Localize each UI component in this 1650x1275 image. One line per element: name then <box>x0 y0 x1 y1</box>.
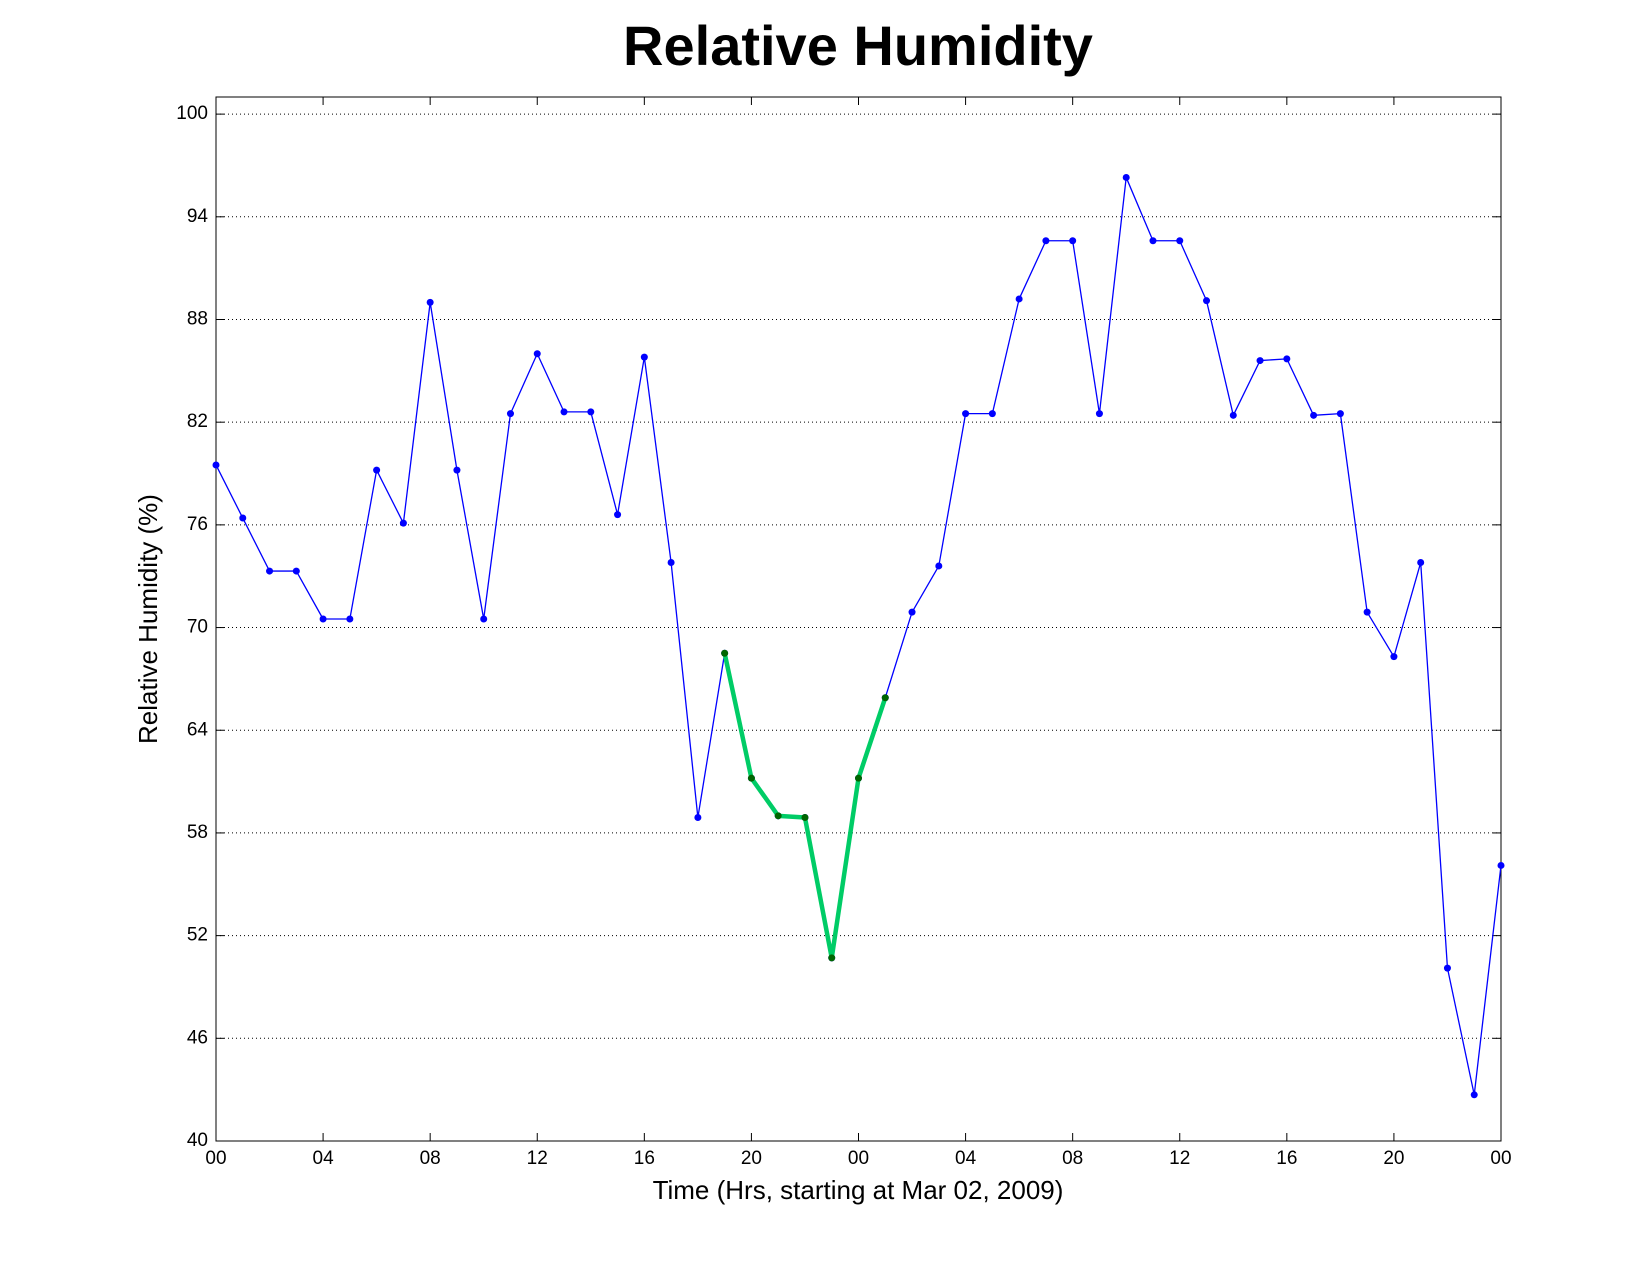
data-point <box>881 694 889 702</box>
data-point <box>560 408 568 416</box>
x-tick-label: 20 <box>741 1148 762 1169</box>
x-tick-label: 04 <box>313 1148 335 1169</box>
y-tick-label: 70 <box>187 617 208 638</box>
data-point <box>1363 608 1371 616</box>
data-point <box>1310 411 1318 419</box>
x-tick-label: 00 <box>1490 1148 1511 1169</box>
data-point <box>935 562 943 570</box>
data-point <box>239 514 247 522</box>
y-tick-label: 40 <box>187 1130 208 1151</box>
data-point <box>1470 1091 1478 1099</box>
data-point <box>266 567 274 575</box>
data-point <box>1443 964 1451 972</box>
data-point <box>1497 861 1505 869</box>
x-tick-label: 12 <box>527 1148 548 1169</box>
data-point <box>1149 237 1157 245</box>
data-point <box>667 559 675 567</box>
plot-frame <box>215 96 1502 1142</box>
data-point <box>1203 297 1211 305</box>
data-point <box>1390 653 1398 661</box>
data-point <box>373 466 381 474</box>
data-point <box>721 649 729 657</box>
data-point <box>480 615 488 623</box>
data-point <box>1015 295 1023 303</box>
data-point <box>747 774 755 782</box>
y-tick-label: 64 <box>187 719 209 740</box>
y-tick-label: 58 <box>187 822 208 843</box>
x-tick-label: 12 <box>1169 1148 1190 1169</box>
y-tick-label: 100 <box>176 103 208 124</box>
data-point <box>319 615 327 623</box>
data-point <box>1229 411 1237 419</box>
x-tick-label: 16 <box>1276 1148 1297 1169</box>
data-point <box>855 774 862 782</box>
data-point <box>1283 355 1291 363</box>
x-tick-label: 00 <box>848 1148 869 1169</box>
data-point <box>1069 237 1077 245</box>
chart-title: Relative Humidity <box>623 14 1093 77</box>
data-point <box>506 410 514 418</box>
data-point <box>1095 410 1103 418</box>
data-point <box>988 410 996 418</box>
data-point <box>908 608 916 616</box>
x-axis-label: Time (Hrs, starting at Mar 02, 2009) <box>653 1175 1064 1205</box>
data-point <box>1256 357 1264 365</box>
data-point <box>453 466 461 474</box>
y-tick-label: 76 <box>187 514 208 535</box>
x-tick-label: 16 <box>634 1148 655 1169</box>
data-point <box>801 814 809 822</box>
data-point <box>962 410 970 418</box>
data-point <box>640 353 648 361</box>
data-point <box>1042 237 1050 245</box>
data-point <box>614 511 622 519</box>
y-tick-label: 88 <box>187 309 208 330</box>
data-point <box>292 567 300 575</box>
data-point <box>587 408 595 416</box>
data-point <box>1122 173 1130 181</box>
y-tick-label: 94 <box>187 206 209 227</box>
data-point <box>694 814 702 822</box>
data-point <box>346 615 354 623</box>
data-point <box>774 812 782 820</box>
data-point <box>426 298 434 306</box>
data-point <box>1417 559 1425 567</box>
data-point <box>399 519 407 527</box>
data-point <box>1176 237 1184 245</box>
data-point <box>212 461 220 469</box>
y-tick-label: 82 <box>187 411 208 432</box>
x-tick-label: 08 <box>1062 1148 1083 1169</box>
data-point <box>1336 410 1344 418</box>
x-tick-label: 04 <box>955 1148 977 1169</box>
x-tick-label: 00 <box>205 1148 226 1169</box>
x-tick-label: 20 <box>1383 1148 1404 1169</box>
y-tick-label: 52 <box>187 925 208 946</box>
y-tick-label: 46 <box>187 1027 208 1048</box>
y-axis-label: Relative Humidity (%) <box>133 494 163 744</box>
data-point <box>828 954 836 962</box>
x-tick-label: 08 <box>420 1148 441 1169</box>
data-point <box>533 350 541 358</box>
